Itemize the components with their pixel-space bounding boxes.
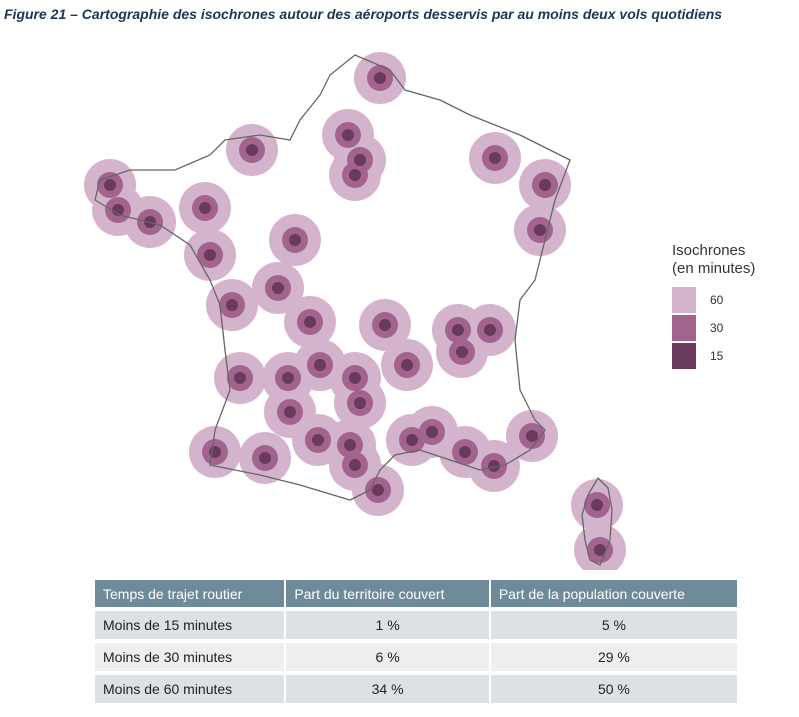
isochrone-zone — [459, 446, 471, 458]
isochrone-zone — [314, 359, 326, 371]
table-cell: Moins de 30 minutes — [95, 643, 287, 671]
isochrone-zone — [289, 234, 301, 246]
isochrone-zone — [456, 346, 468, 358]
isochrone-zone — [234, 372, 246, 384]
isochrone-zone — [406, 434, 418, 446]
isochrones — [84, 52, 626, 570]
isochrone-zone — [246, 144, 258, 156]
isochrone-zone — [199, 202, 211, 214]
header-cell: Part du territoire couvert — [286, 580, 491, 607]
table-row: Moins de 15 minutes 1 % 5 % — [95, 611, 739, 639]
isochrone-zone — [354, 154, 366, 166]
legend-title: (en minutes) — [672, 260, 756, 277]
isochrone-zone — [344, 439, 356, 451]
isochrone-zone — [484, 324, 496, 336]
table-row: Moins de 60 minutes 34 % 50 % — [95, 675, 739, 703]
isochrone-zone — [594, 544, 606, 556]
map — [84, 52, 626, 570]
header-cell: Temps de trajet routier — [95, 580, 287, 607]
legend-swatch — [672, 315, 696, 341]
isochrone-zone — [534, 224, 546, 236]
legend-item: 30 — [672, 314, 755, 342]
isochrone-zone — [539, 179, 551, 191]
isochrone-zone — [591, 499, 603, 511]
isochrone-zone — [374, 72, 386, 84]
isochrone-zone — [489, 152, 501, 164]
legend-item: 15 — [672, 342, 755, 370]
legend: Isochrones (en minutes) 60 30 15 — [672, 242, 755, 370]
isochrone-zone — [426, 426, 438, 438]
isochrone-zone — [379, 319, 391, 331]
figure-title: Figure 21 – Cartographie des isochrones … — [4, 6, 723, 22]
table-row: Moins de 30 minutes 6 % 29 % — [95, 643, 739, 671]
isochrone-zone — [401, 359, 413, 371]
table: Temps de trajet routier Part du territoir… — [95, 576, 739, 707]
isochrone-zone — [349, 372, 361, 384]
isochrone-zone — [526, 430, 538, 442]
france-outline — [94, 54, 571, 501]
legend-title: Isochrones — [672, 242, 746, 259]
table-cell: 5 % — [490, 611, 739, 639]
legend-spacer — [672, 278, 755, 286]
isochrone-zone — [284, 406, 296, 418]
isochrone-zone — [372, 484, 384, 496]
isochrone-zone — [204, 249, 216, 261]
legend-swatch — [672, 343, 696, 369]
corsica-outline — [581, 476, 613, 566]
isochrone-zone — [452, 324, 464, 336]
table-cell: 34 % — [286, 675, 491, 703]
isochrone-zone — [488, 460, 500, 472]
table-cell: 6 % — [286, 643, 491, 671]
isochrone-zone — [312, 434, 324, 446]
table-cell: Moins de 60 minutes — [95, 675, 287, 703]
isochrone-zone — [349, 169, 361, 181]
isochrone-zone — [112, 204, 124, 216]
isochrone-zone — [259, 452, 271, 464]
header-cell: Part de la population couverte — [490, 580, 739, 607]
isochrone-zone — [349, 459, 361, 471]
legend-swatch — [672, 287, 696, 313]
legend-item: 60 — [672, 286, 755, 314]
isochrone-zone — [354, 397, 366, 409]
legend-label: 15 — [710, 349, 724, 363]
table-cell: 50 % — [490, 675, 739, 703]
isochrone-zone — [226, 299, 238, 311]
isochrone-zone — [304, 316, 316, 328]
legend-label: 30 — [710, 321, 724, 335]
isochrone-zone — [104, 179, 116, 191]
isochrone-zone — [272, 282, 284, 294]
table-cell: 29 % — [490, 643, 739, 671]
isochrone-zone — [282, 372, 294, 384]
isochrone-zone — [342, 129, 354, 141]
table-header: Temps de trajet routier Part du territoir… — [95, 580, 739, 607]
table-cell: 1 % — [286, 611, 491, 639]
legend-label: 60 — [710, 293, 724, 307]
table-cell: Moins de 15 minutes — [95, 611, 287, 639]
